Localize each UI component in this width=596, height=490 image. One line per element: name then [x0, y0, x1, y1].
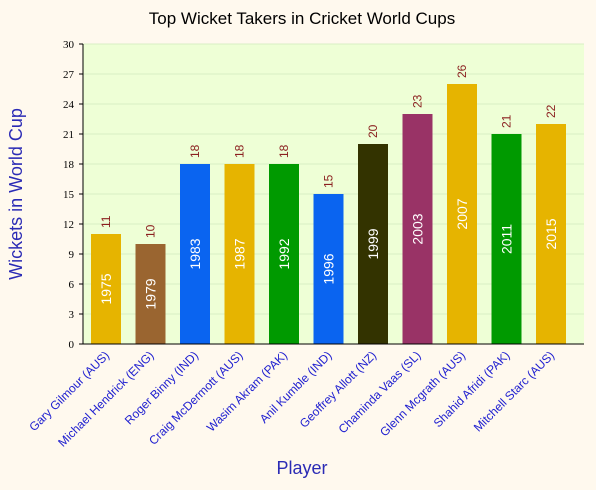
bars: [91, 84, 566, 344]
bar-value-label: 21: [500, 114, 514, 128]
x-tick-label: Glenn Mcgrath (AUS): [377, 348, 468, 439]
x-tick-label: Geoffrey Allott (NZ): [297, 348, 379, 430]
bar-year-label: 2003: [410, 213, 426, 244]
bar-year-label: 1979: [143, 278, 159, 309]
bar-year-label: 1992: [276, 238, 292, 269]
y-tick-label: 15: [63, 189, 75, 201]
bar: [447, 84, 477, 344]
bar: [224, 164, 255, 344]
bar-value-label: 26: [455, 64, 469, 78]
bar: [269, 164, 299, 344]
bar-year-label: 1996: [321, 253, 337, 284]
bar-value-label: 20: [366, 124, 380, 138]
bar: [491, 134, 522, 344]
bar: [358, 144, 388, 344]
bar-value-label: 22: [544, 104, 558, 118]
y-tick-label: 3: [69, 309, 75, 321]
y-tick-labels: 0 3 6 9 12 15 18 21 24 27 30: [63, 39, 83, 351]
x-tick-label: Mitchell Starc (AUS): [471, 348, 557, 434]
y-tick-label: 0: [69, 339, 75, 351]
y-tick-label: 30: [63, 39, 75, 51]
bar: [135, 244, 166, 344]
y-tick-label: 21: [63, 129, 74, 141]
y-axis-title: Wickets in World Cup: [6, 108, 26, 280]
bar-value-label: 18: [233, 144, 247, 158]
x-tick-labels: Gary Gilmour (AUS)Michael Hendrick (ENG)…: [26, 348, 557, 449]
bar: [180, 164, 210, 344]
bar-year-label: 2015: [543, 218, 559, 249]
bar: [91, 234, 121, 344]
bar-year-label: 1983: [187, 238, 203, 269]
bar: [536, 124, 566, 344]
bar-year-label: 2011: [499, 224, 515, 254]
y-tick-label: 27: [63, 69, 75, 81]
data-labels: 11 1975 10 1979 18 1983 18 1987 18 1992 15 1996 20 19…: [98, 64, 559, 309]
chart-title: Top Wicket Takers in Cricket World Cups: [149, 9, 455, 28]
bar-value-label: 10: [144, 224, 158, 238]
y-tick-label: 6: [69, 279, 75, 291]
bar: [313, 194, 344, 344]
x-tick-label: Wasim Akram (PAK): [204, 348, 290, 434]
bar-value-label: 11: [99, 215, 113, 228]
bar-value-label: 18: [277, 144, 291, 158]
x-tick-label: Gary Gilmour (AUS): [26, 348, 112, 434]
y-tick-label: 24: [63, 99, 75, 111]
y-tick-label: 9: [69, 249, 75, 261]
y-tick-label: 18: [63, 159, 75, 171]
bar-year-label: 1987: [232, 238, 248, 269]
x-tick-label: Chaminda Vaas (SL): [336, 348, 424, 436]
bar-value-label: 23: [411, 94, 425, 108]
x-tick-label: Shahid Afridi (PAK): [431, 348, 513, 430]
y-tick-label: 12: [63, 219, 74, 231]
x-axis-title: Player: [276, 458, 327, 478]
bar-year-label: 1999: [365, 228, 381, 259]
bar-value-label: 15: [322, 174, 336, 188]
bar: [402, 114, 433, 344]
bar-year-label: 2007: [454, 198, 470, 229]
bar-year-label: 1975: [98, 273, 114, 304]
bar-value-label: 18: [188, 144, 202, 158]
